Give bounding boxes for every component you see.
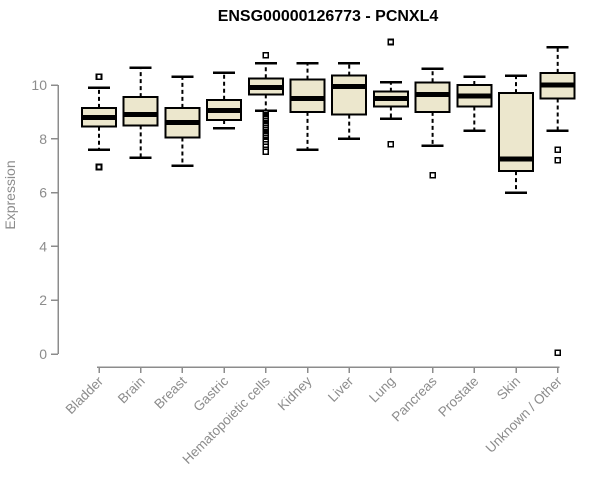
y-tick-label: 0 [39, 346, 47, 362]
median-line [415, 91, 450, 97]
median-line [290, 95, 325, 101]
y-tick-label: 2 [39, 292, 47, 308]
x-tick-label: Gastric [190, 373, 231, 414]
median-line [165, 120, 200, 126]
median-line [207, 108, 242, 114]
outlier-point [387, 140, 395, 148]
median-line [373, 95, 408, 101]
median-line [123, 112, 158, 118]
y-tick-label: 10 [31, 77, 47, 93]
box-liver [331, 74, 368, 116]
outlier-point [429, 171, 436, 179]
median-line [82, 114, 116, 120]
outlier-point [95, 163, 103, 171]
x-tick-label: Prostate [435, 374, 481, 420]
median-line [332, 83, 367, 89]
y-tick-label: 6 [39, 185, 47, 201]
x-tick-label: Brain [115, 374, 148, 407]
y-axis-label: Expression [2, 160, 18, 229]
outlier-point [387, 38, 395, 46]
median-line [457, 93, 492, 99]
x-tick-label: Pancreas [389, 373, 440, 424]
y-tick-label: 8 [39, 131, 47, 147]
outlier-point [554, 157, 562, 164]
outlier-point [554, 349, 562, 356]
x-tick-label: Liver [325, 373, 357, 405]
box-kidney [289, 78, 326, 113]
x-tick-label: Lung [366, 374, 398, 406]
box-pancreas [414, 81, 451, 113]
median-line [540, 82, 575, 88]
x-tick-label: Kidney [275, 373, 315, 413]
outlier-point [262, 52, 270, 59]
chart-title: ENSG00000126773 - PCNXL4 [218, 8, 439, 25]
median-line [248, 85, 283, 91]
outlier-point [95, 73, 103, 81]
x-tick-label: Breast [151, 373, 189, 411]
x-tick-label: Unknown / Other [483, 373, 566, 456]
outlier-point [554, 146, 562, 153]
box-brain [122, 96, 159, 127]
x-tick-label: Bladder [63, 373, 107, 417]
x-tick-label: Skin [494, 374, 523, 403]
outlier-point [262, 148, 270, 156]
y-tick-label: 4 [39, 238, 47, 254]
median-line [499, 156, 533, 162]
